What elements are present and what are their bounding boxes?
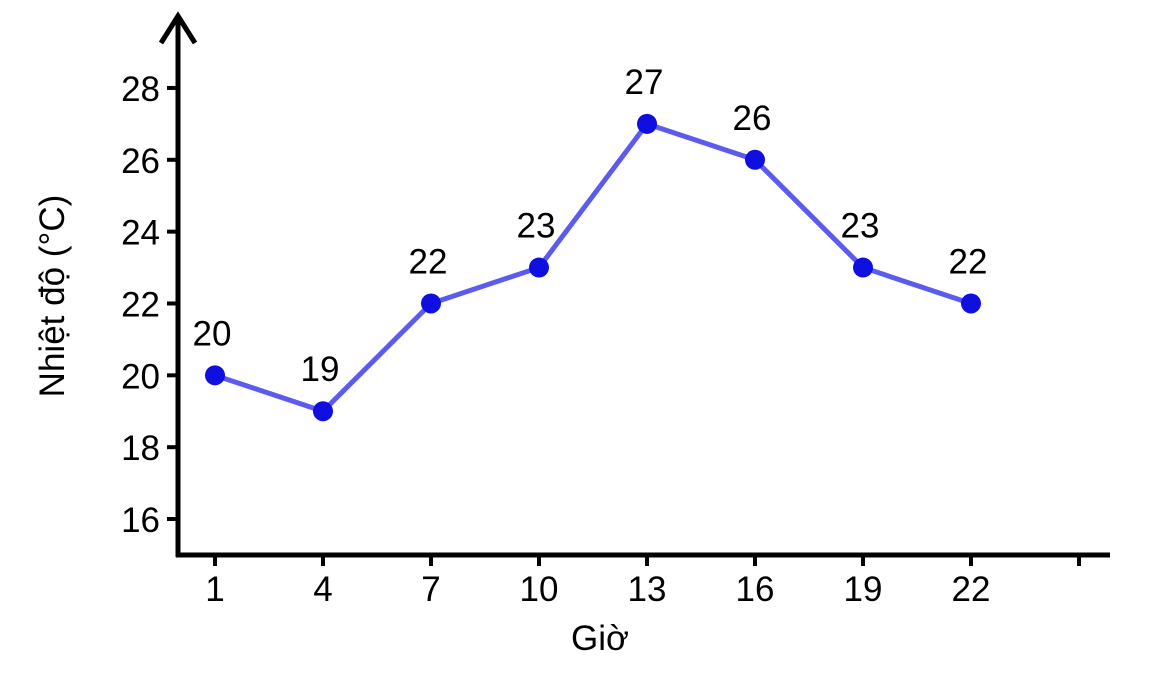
x-axis-tick-label: 10 (520, 570, 559, 609)
data-point-label: 22 (949, 242, 988, 281)
data-point-label: 27 (625, 63, 664, 102)
data-point-label: 26 (733, 99, 772, 138)
data-point (205, 365, 225, 386)
data-line (212, 121, 974, 414)
data-point-label: 23 (841, 207, 880, 246)
y-axis-arrow-icon (158, 11, 198, 45)
axes-layer: 16 18 20 22 24 26 28 1 4 7 10 13 16 19 22 (121, 11, 1110, 609)
data-point (637, 113, 657, 134)
y-axis-tick-label: 26 (121, 142, 160, 181)
y-axis-tick-label: 16 (121, 501, 160, 540)
x-axis-tick-label: 13 (628, 570, 667, 609)
y-axis-tick-label: 20 (121, 357, 160, 396)
y-axis-label: Nhiệt độ (°C) (33, 195, 72, 398)
y-axis-tick-label: 28 (121, 70, 160, 109)
data-point-label: 22 (409, 242, 448, 281)
data-point-label: 19 (301, 350, 340, 389)
y-axis-tick-label: 24 (121, 214, 160, 253)
x-axis-tick-label: 4 (313, 570, 332, 609)
x-axis-tick-label: 19 (844, 570, 883, 609)
x-axis-tick-label: 22 (952, 570, 991, 609)
data-point (853, 257, 873, 278)
y-axis-tick-label: 18 (121, 429, 160, 468)
data-point (421, 293, 441, 314)
y-axis-tick-label: 22 (121, 285, 160, 324)
data-point (745, 149, 765, 170)
data-point (529, 257, 549, 278)
data-point (961, 293, 981, 314)
data-point-label: 20 (193, 314, 232, 353)
x-axis-label: Giờ (571, 619, 629, 658)
x-axis-tick-label: 16 (736, 570, 775, 609)
data-point (313, 401, 333, 422)
x-axis-tick-label: 1 (205, 570, 224, 609)
x-axis-tick-label: 7 (421, 570, 440, 609)
data-point-label: 23 (517, 207, 556, 246)
data-series-layer: 20 19 22 23 27 26 23 22 (193, 63, 988, 422)
